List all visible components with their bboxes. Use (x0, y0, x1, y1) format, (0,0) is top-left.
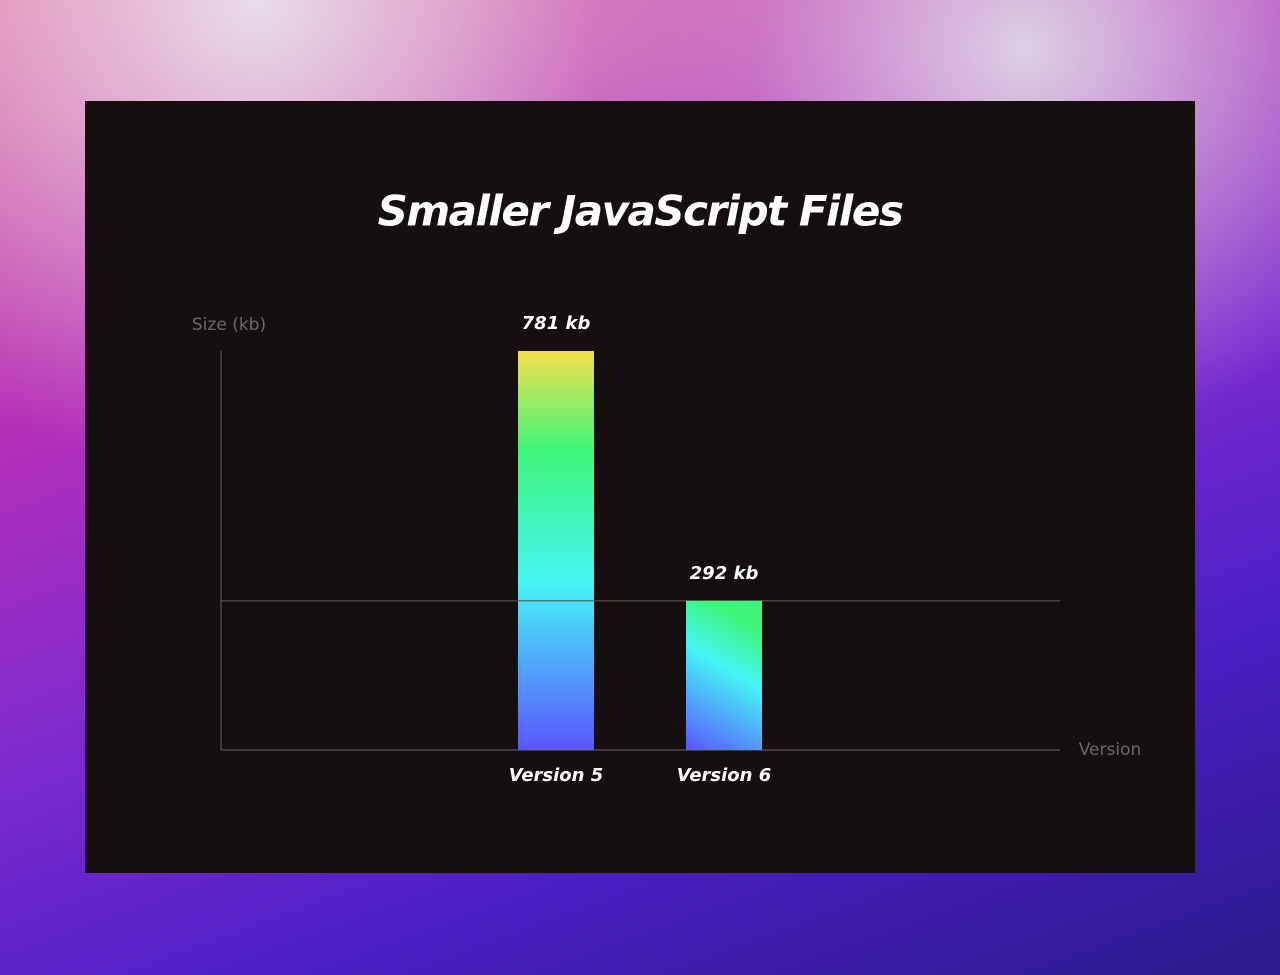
chart-title: Smaller JavaScript Files (378, 187, 903, 236)
value-label: 292 kb (690, 563, 759, 584)
x-tick-label: Version 6 (677, 765, 772, 786)
bar (518, 351, 594, 750)
x-axis-title: Version (1079, 740, 1142, 760)
value-label: 781 kb (522, 313, 591, 334)
bar (686, 600, 762, 750)
panel (85, 101, 1195, 873)
x-tick-label: Version 5 (509, 765, 604, 786)
y-axis-title: Size (kb) (192, 315, 266, 335)
